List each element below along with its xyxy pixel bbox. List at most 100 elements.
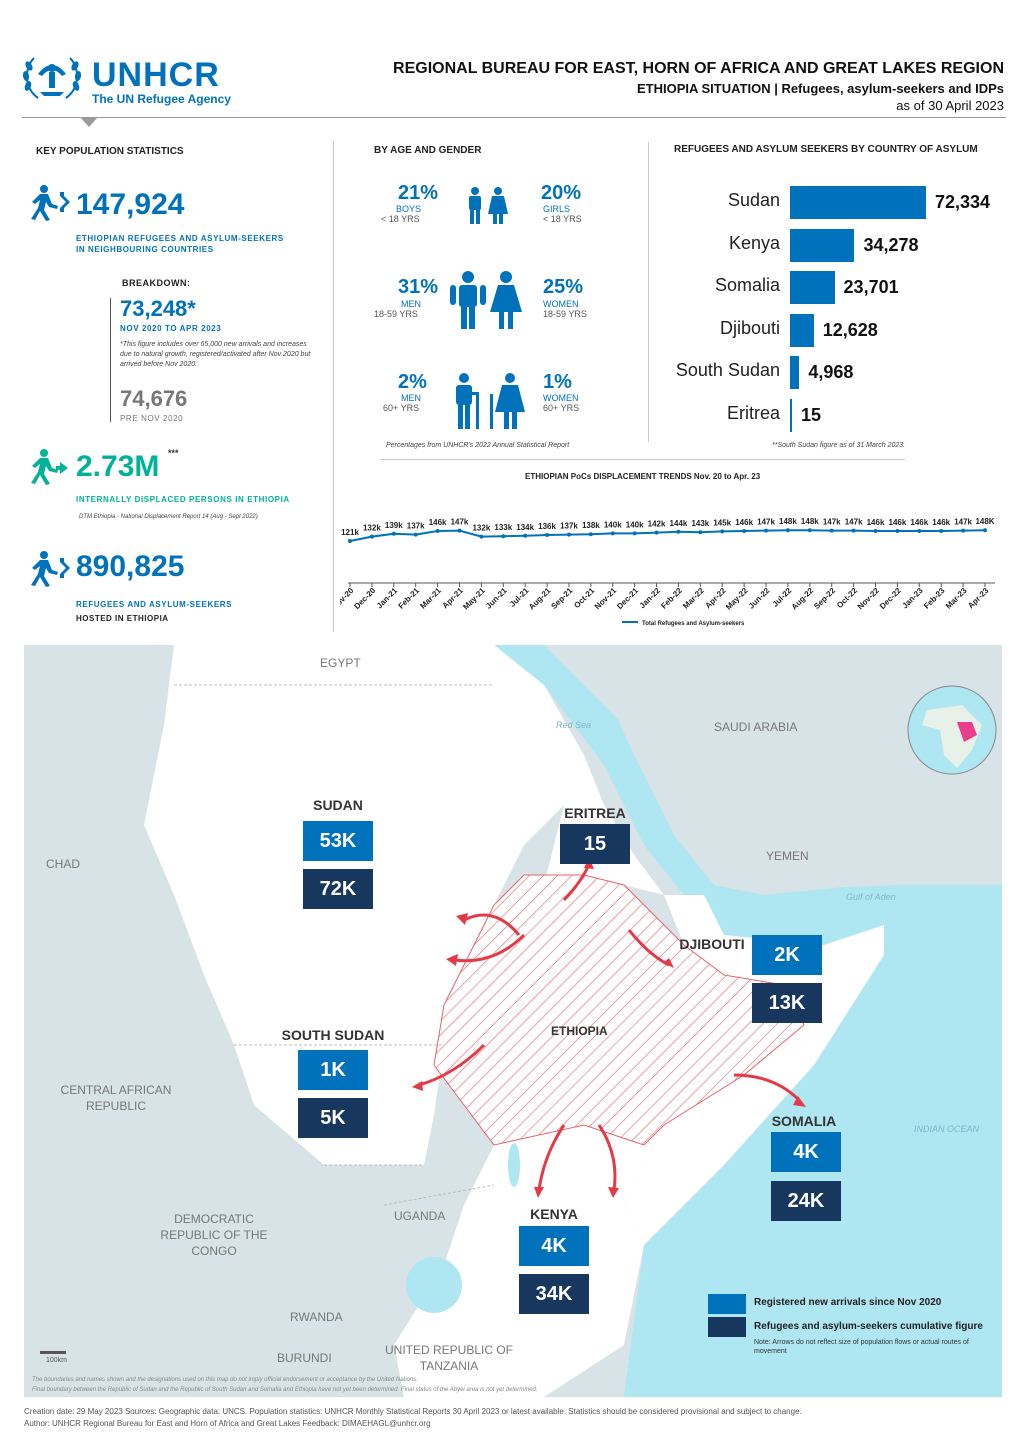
trend-point-0 <box>348 539 352 543</box>
map-disclaimer-2: Final boundary between the Republic of S… <box>32 1387 538 1393</box>
hosted-caption-2: HOSTED IN ETHIOPIA <box>76 614 169 623</box>
bar-value-4: 4,968 <box>808 362 854 382</box>
women60-age: 60+ YRS <box>543 403 580 413</box>
men-age: 18-59 YRS <box>374 309 418 319</box>
map-tanzania: UNITED REPUBLIC OF TANZANIA <box>384 1343 513 1373</box>
trend-month-label-1: Dec-20 <box>352 586 377 611</box>
trend-month-label-6: May-21 <box>461 586 487 612</box>
trend-point-21 <box>807 528 812 533</box>
sudan-cum-box: 72K <box>303 869 373 909</box>
sudan-new-box: 53K <box>303 821 373 861</box>
elderly-icon <box>448 372 530 435</box>
trend-point-13 <box>632 531 637 536</box>
somalia-cum-box: 24K <box>771 1181 841 1221</box>
bar-5 <box>790 398 792 432</box>
trend-month-label-21: Aug-22 <box>790 586 816 612</box>
trend-data-label-10: 137k <box>560 522 578 531</box>
map-yemen: YEMEN <box>766 849 809 863</box>
bar-label-4: South Sudan <box>675 360 780 380</box>
boys-age: < 18 YRS <box>381 214 420 224</box>
footer-line-1: Creation date: 29 May 2023 Sources: Geog… <box>24 1407 802 1416</box>
trend-month-label-2: Jan-21 <box>375 586 400 611</box>
trend-data-label-16: 143k <box>691 519 709 528</box>
bar-value-1: 34,278 <box>863 234 919 255</box>
trend-data-label-13: 140k <box>626 520 644 529</box>
trend-month-label-25: Dec-22 <box>878 586 903 611</box>
region-map: EGYPT SAUDI ARABIA YEMEN CHAD CENTRAL AF… <box>24 645 1002 1397</box>
map-gulf-aden: Gulf of Aden <box>846 892 896 902</box>
men-label: MEN <box>401 299 421 309</box>
trend-data-label-21: 148k <box>801 517 819 526</box>
trend-month-label-9: Aug-21 <box>527 586 553 612</box>
breakdown-bar <box>110 298 111 422</box>
girls-age: < 18 YRS <box>543 214 582 224</box>
footer-line-2: Author: UNHCR Regional Bureau for East a… <box>24 1419 431 1428</box>
trend-month-label-16: Mar-22 <box>681 586 706 611</box>
chart-rule <box>380 459 905 460</box>
trend-point-11 <box>588 532 593 537</box>
trend-data-label-8: 134k <box>516 523 534 532</box>
trend-point-26 <box>917 529 922 533</box>
trend-point-22 <box>829 528 834 533</box>
idp-caption: INTERNALLY DISPLACED PERSONS IN ETHIOPIA <box>76 495 290 504</box>
trend-data-label-28: 147k <box>954 518 972 527</box>
trend-month-label-0: Nov-20 <box>340 586 356 612</box>
breakdown-label: BREAKDOWN: <box>122 278 191 288</box>
bar-label-3: Djibouti <box>719 317 780 338</box>
bar-label-0: Sudan <box>727 190 780 210</box>
scale-bar <box>40 1351 66 1354</box>
trend-data-label-27: 146k <box>932 518 950 527</box>
legend-new-text: Registered new arrivals since Nov 2020 <box>754 1297 942 1308</box>
bar-value-5: 15 <box>801 404 822 425</box>
map-car: CENTRAL AFRICAN REPUBLIC <box>60 1083 172 1113</box>
header-divider <box>22 117 1006 118</box>
country-bar-chart: Sudan 72,334 Kenya 34,278 Somalia 23,701 Djibo… <box>640 180 1020 440</box>
women-age: 18-59 YRS <box>543 309 587 319</box>
trend-data-label-15: 144k <box>670 519 688 528</box>
bar-label-5: Eritrea <box>726 402 780 423</box>
unhcr-logo-text: UNHCR <box>92 56 220 94</box>
map-rwanda: RWANDA <box>290 1310 343 1324</box>
women60-label: WOMEN <box>543 393 579 403</box>
trend-month-label-10: Sep-21 <box>549 586 574 611</box>
map-red-sea: Red Sea <box>556 720 592 730</box>
hosted-value: 890,825 <box>76 550 185 583</box>
new-since-caption: NOV 2020 TO APR 2023 <box>120 324 222 333</box>
trend-month-label-28: Mar-23 <box>944 586 969 611</box>
kenya-cum-box: 34K <box>519 1274 589 1314</box>
men60-age: 60+ YRS <box>383 403 420 413</box>
trend-point-7 <box>501 534 506 539</box>
refugees-abroad-value: 147,924 <box>76 188 185 221</box>
trend-title: ETHIOPIAN PoCs DISPLACEMENT TRENDS Nov. … <box>525 472 761 481</box>
map-disclaimer-1: The boundaries and names shown and the d… <box>32 1377 418 1383</box>
trend-month-label-15: Feb-22 <box>659 586 684 611</box>
trend-data-label-23: 147k <box>845 518 863 527</box>
header-notch <box>80 117 98 127</box>
trend-point-16 <box>698 530 703 535</box>
middle-column-divider <box>648 142 649 442</box>
trend-point-28 <box>961 528 966 533</box>
trend-point-5 <box>457 528 462 533</box>
report-date: as of 30 April 2023 <box>896 98 1004 113</box>
trend-month-label-18: May-22 <box>724 586 750 612</box>
bar-label-2: Somalia <box>714 275 780 295</box>
children-icon <box>464 186 510 231</box>
trend-point-18 <box>742 529 747 533</box>
trend-data-label-19: 147k <box>757 518 775 527</box>
trend-point-3 <box>413 532 418 537</box>
trend-point-15 <box>676 529 681 534</box>
trend-data-label-22: 147k <box>823 518 841 527</box>
trend-data-label-14: 142k <box>648 520 666 529</box>
trend-point-10 <box>566 532 571 537</box>
bar-value-0: 72,334 <box>935 192 991 212</box>
trend-data-label-17: 145k <box>713 518 731 527</box>
trend-month-label-19: Jun-22 <box>747 586 772 611</box>
sudan-label: SUDAN <box>313 797 363 813</box>
trend-month-label-29: Apr-23 <box>966 586 991 611</box>
bar-label-1: Kenya <box>728 232 780 253</box>
unhcr-logo-icon <box>20 52 84 104</box>
djibouti-cum-box: 13K <box>752 983 822 1023</box>
trend-data-label-12: 140k <box>604 520 622 529</box>
trend-month-label-3: Feb-21 <box>396 586 421 611</box>
eritrea-label: ERITREA <box>564 805 626 821</box>
